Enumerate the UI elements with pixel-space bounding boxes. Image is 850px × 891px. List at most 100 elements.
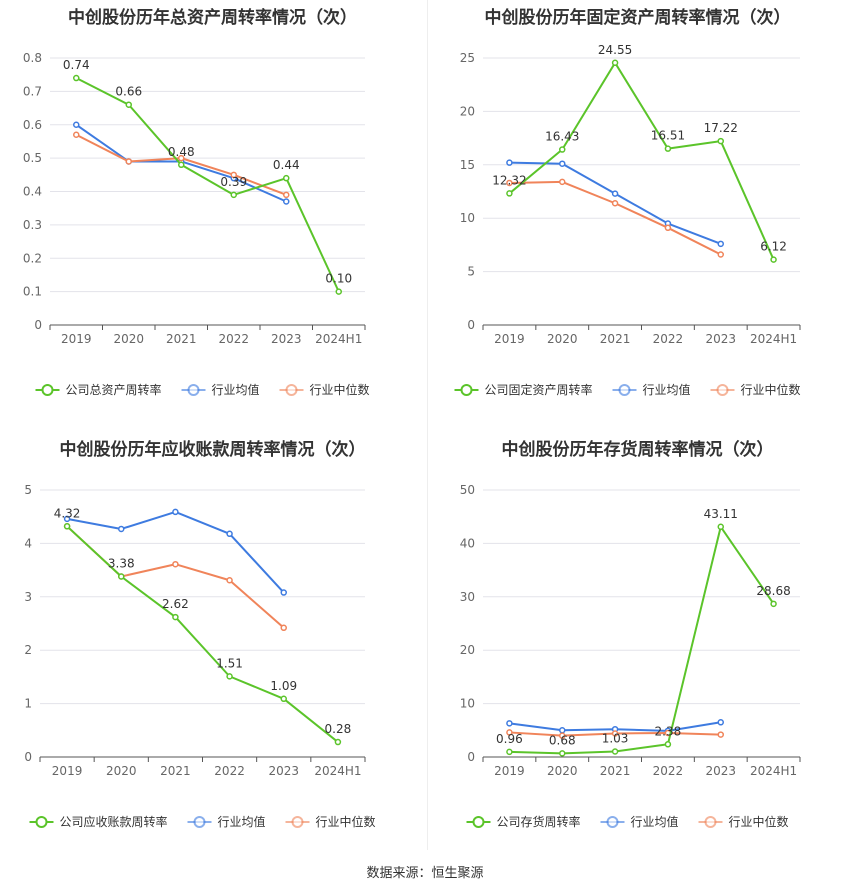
legend-label: 公司固定资产周转率 bbox=[485, 382, 593, 397]
data-label: 6.12 bbox=[760, 240, 787, 254]
legend-label: 公司应收账款周转率 bbox=[60, 814, 168, 829]
x-tick-label: 2020 bbox=[547, 764, 578, 778]
legend-item: 行业中位数 bbox=[710, 382, 801, 397]
data-label: 12.32 bbox=[492, 173, 526, 187]
data-point bbox=[283, 191, 290, 199]
legend-item: 行业均值 bbox=[600, 814, 679, 829]
data-label: 0.39 bbox=[220, 175, 247, 189]
data-label: 0.66 bbox=[115, 85, 142, 99]
x-tick-label: 2020 bbox=[106, 764, 137, 778]
data-point bbox=[226, 576, 233, 584]
data-point bbox=[280, 624, 287, 632]
series-line bbox=[66, 525, 339, 743]
data-point bbox=[506, 179, 513, 187]
y-tick-label: 0.6 bbox=[23, 118, 42, 132]
data-point bbox=[664, 145, 672, 152]
data-point bbox=[226, 530, 233, 538]
data-point bbox=[230, 171, 237, 179]
x-tick-label: 2019 bbox=[494, 764, 525, 778]
y-tick-label: 50 bbox=[460, 483, 475, 497]
data-point bbox=[717, 523, 724, 531]
data-point bbox=[506, 729, 513, 736]
x-tick-label: 2020 bbox=[547, 332, 578, 346]
y-tick-label: 30 bbox=[460, 590, 475, 604]
data-point bbox=[280, 695, 287, 703]
data-point bbox=[611, 748, 619, 755]
data-point bbox=[717, 240, 724, 248]
legend-swatch-marker bbox=[716, 384, 729, 396]
x-tick-label: 2021 bbox=[600, 332, 631, 346]
legend-swatch-marker bbox=[606, 816, 619, 828]
y-tick-label: 20 bbox=[460, 643, 475, 657]
chart-panel-inventory-turnover: 中创股份历年存货周转率情况（次） 0 10 20 30 40 50 2019 2020 2021… bbox=[425, 432, 850, 862]
data-point bbox=[506, 748, 513, 756]
legend-swatch-marker bbox=[285, 384, 298, 396]
y-tick-label: 40 bbox=[460, 536, 475, 550]
data-point bbox=[172, 560, 179, 568]
legend-label: 公司总资产周转率 bbox=[66, 382, 162, 397]
data-point bbox=[283, 198, 290, 205]
data-point bbox=[118, 573, 125, 580]
chart-panel-fixed-asset-turnover: 中创股份历年固定资产周转率情况（次） 0 5 10 15 20 25 2019 2020 202… bbox=[425, 0, 850, 430]
legend-item: 公司固定资产周转率 bbox=[454, 382, 593, 397]
data-label: 0.68 bbox=[549, 733, 576, 747]
data-point bbox=[230, 191, 237, 199]
chart-title: 中创股份历年存货周转率情况（次） bbox=[501, 440, 774, 460]
y-tick-label: 0.7 bbox=[23, 84, 42, 98]
data-point bbox=[125, 101, 132, 108]
data-label: 28.68 bbox=[756, 584, 790, 598]
data-point bbox=[559, 146, 566, 153]
data-label: 0.96 bbox=[496, 732, 523, 746]
legend-swatch-marker bbox=[291, 816, 304, 828]
data-point bbox=[125, 158, 132, 165]
data-point bbox=[664, 741, 672, 748]
data-label: 4.32 bbox=[54, 506, 81, 520]
chart-panel-receivables-turnover: 中创股份历年应收账款周转率情况（次） 0 1 2 3 4 5 2019 2020 2021 202… bbox=[0, 432, 425, 862]
x-tick-label: 2024H1 bbox=[314, 764, 361, 778]
data-label: 2.62 bbox=[162, 597, 189, 611]
y-tick-label: 0.4 bbox=[23, 185, 42, 199]
y-tick-label: 0 bbox=[24, 750, 32, 764]
data-point bbox=[559, 727, 566, 734]
y-tick-label: 0.8 bbox=[23, 51, 42, 65]
chart-title: 中创股份历年应收账款周转率情况（次） bbox=[59, 440, 366, 460]
data-point bbox=[506, 159, 513, 166]
x-tick-label: 2023 bbox=[271, 332, 302, 346]
data-label: 3.38 bbox=[108, 557, 135, 571]
x-tick-label: 2019 bbox=[61, 332, 92, 346]
y-tick-label: 0 bbox=[34, 318, 42, 332]
legend-label: 行业均值 bbox=[212, 382, 260, 397]
y-tick-label: 10 bbox=[460, 697, 475, 711]
y-tick-label: 15 bbox=[460, 158, 475, 172]
legend-item: 行业中位数 bbox=[698, 814, 789, 829]
panel-divider bbox=[427, 0, 428, 850]
series-line bbox=[66, 510, 285, 594]
chart-svg: 0 10 20 30 40 50 2019 2020 2021 2022 2023 2024H1 0.9… bbox=[460, 483, 801, 829]
data-point bbox=[118, 525, 125, 533]
legend-swatch-marker bbox=[35, 816, 48, 828]
data-point bbox=[335, 288, 342, 295]
data-point bbox=[717, 137, 724, 145]
y-tick-label: 1 bbox=[24, 697, 32, 711]
data-point bbox=[611, 59, 619, 67]
data-point bbox=[63, 523, 71, 530]
data-point bbox=[559, 750, 566, 757]
legend-label: 行业中位数 bbox=[316, 814, 376, 829]
data-label: 16.43 bbox=[545, 130, 579, 144]
y-tick-label: 20 bbox=[460, 104, 475, 118]
data-point bbox=[559, 160, 566, 167]
data-label: 0.74 bbox=[63, 58, 90, 72]
data-point bbox=[664, 224, 672, 232]
y-tick-label: 2 bbox=[24, 643, 32, 657]
data-point bbox=[73, 74, 80, 82]
chart-panel-total-asset-turnover: 中创股份历年总资产周转率情况（次） 0 0.1 0.2 0.3 0.4 0.5 0.6 0.7… bbox=[0, 0, 425, 430]
data-point bbox=[611, 730, 619, 737]
data-point bbox=[506, 720, 513, 727]
x-tick-label: 2023 bbox=[705, 332, 736, 346]
chart-svg: 0 5 10 15 20 25 2019 2020 2021 2022 2023 2024H1 12.3… bbox=[454, 43, 801, 397]
data-point bbox=[178, 161, 185, 169]
legend-label: 行业中位数 bbox=[729, 814, 789, 829]
data-label: 2.38 bbox=[655, 724, 682, 738]
legend-item: 行业中位数 bbox=[279, 382, 370, 397]
y-tick-label: 4 bbox=[24, 536, 32, 550]
